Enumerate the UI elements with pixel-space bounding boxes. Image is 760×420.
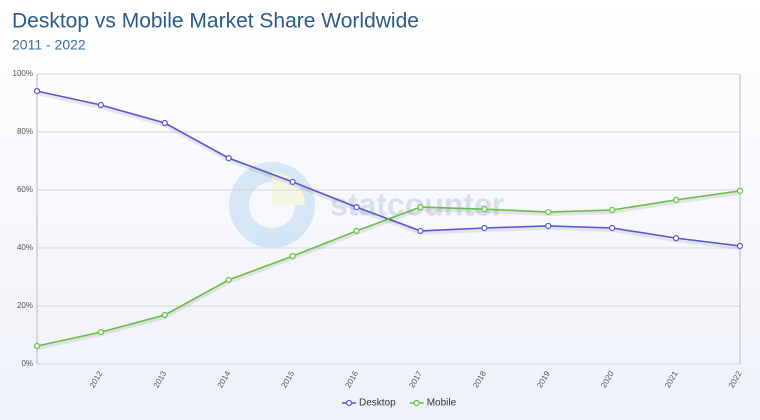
point	[417, 204, 424, 211]
y-tick-label: 80%	[17, 127, 33, 136]
y-tick-label: 60%	[17, 185, 33, 194]
line-shadow	[36, 91, 741, 250]
watermark: statcounter	[330, 186, 504, 222]
chart-subtitle: 2011 - 2022	[12, 37, 86, 53]
point	[417, 227, 424, 234]
point	[33, 342, 41, 350]
series-line	[36, 190, 741, 347]
legend-label: Desktop	[359, 398, 396, 409]
point	[289, 253, 296, 260]
point	[672, 235, 680, 242]
y-tick-label: 20%	[17, 301, 33, 310]
legend-marker	[345, 399, 353, 407]
legend-item: Desktop	[342, 398, 396, 409]
point	[161, 119, 168, 127]
point	[672, 196, 680, 203]
point	[609, 224, 616, 232]
point	[289, 178, 296, 185]
point	[353, 204, 360, 211]
legend-label: Mobile	[427, 398, 457, 409]
point	[97, 329, 105, 336]
y-tick-label: 0%	[21, 359, 33, 368]
chart-title: Desktop vs Mobile Market Share Worldwide	[12, 10, 419, 33]
point	[33, 88, 41, 95]
point	[545, 222, 552, 230]
point	[545, 208, 552, 216]
legend-marker	[413, 399, 420, 407]
legend-item: Mobile	[409, 398, 457, 409]
line-shadow	[36, 190, 741, 350]
point	[481, 206, 488, 213]
point	[225, 276, 232, 283]
y-tick-label: 40%	[17, 243, 33, 252]
point	[225, 155, 232, 162]
point	[97, 101, 105, 109]
point	[481, 224, 488, 232]
watermark-logo	[229, 162, 315, 248]
point	[161, 311, 168, 319]
point	[736, 242, 744, 250]
point	[353, 227, 360, 234]
y-tick-label: 100%	[13, 69, 33, 78]
point	[736, 187, 744, 194]
point	[609, 206, 616, 214]
